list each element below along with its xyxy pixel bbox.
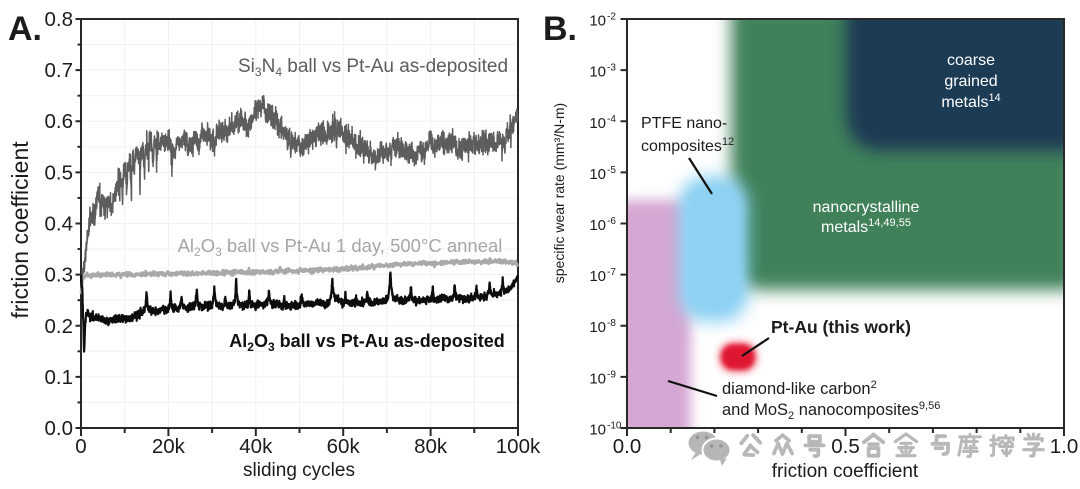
svg-text:10: 10 [589,115,606,132]
svg-text:-7: -7 [607,267,616,278]
svg-text:0.5: 0.5 [831,435,860,458]
svg-text:friction coefficient: friction coefficient [7,141,33,319]
svg-text:metals14,49,55: metals14,49,55 [821,217,911,236]
svg-text:10: 10 [589,370,606,387]
svg-text:0.6: 0.6 [45,110,74,133]
svg-text:Si3N4 ball vs Pt-Au as-deposit: Si3N4 ball vs Pt-Au as-deposited [238,56,508,79]
svg-text:sliding cycles: sliding cycles [243,460,355,481]
svg-text:PTFE nano-: PTFE nano- [641,115,727,132]
svg-text:0.7: 0.7 [45,59,74,82]
svg-text:10: 10 [589,422,606,439]
svg-text:0.2: 0.2 [45,315,74,338]
svg-text:-3: -3 [607,63,616,74]
svg-text:metals14: metals14 [941,92,1000,111]
svg-text:friction coefficient: friction coefficient [772,461,919,482]
svg-text:0.3: 0.3 [45,264,74,287]
svg-text:diamond-like carbon2: diamond-like carbon2 [722,379,877,398]
svg-text:10: 10 [589,166,606,183]
svg-text:20k: 20k [152,435,186,458]
svg-text:Pt-Au (this work): Pt-Au (this work) [771,317,911,337]
svg-text:-2: -2 [607,12,616,23]
svg-text:-4: -4 [607,114,616,125]
svg-text:B.: B. [543,10,577,48]
svg-text:A.: A. [8,10,42,48]
svg-text:and MoS2 nanocomposites9,56: and MoS2 nanocomposites9,56 [722,400,940,422]
svg-text:10: 10 [589,319,606,336]
svg-text:10: 10 [589,268,606,285]
svg-text:-10: -10 [607,421,622,432]
svg-text:60k: 60k [327,435,361,458]
svg-text:0: 0 [75,435,86,458]
svg-text:-8: -8 [607,318,616,329]
svg-text:-9: -9 [607,369,616,380]
svg-text:10: 10 [589,13,606,30]
svg-text:-5: -5 [607,165,616,176]
svg-text:grained: grained [944,73,997,90]
svg-text:100k: 100k [496,435,541,458]
svg-text:nanocrystalline: nanocrystalline [813,199,920,216]
svg-text:0.0: 0.0 [613,435,642,458]
svg-text:coarse: coarse [947,52,995,69]
svg-text:10: 10 [589,64,606,81]
svg-text:0.4: 0.4 [45,213,74,236]
svg-text:10: 10 [589,217,606,234]
svg-text:composites12: composites12 [641,136,734,155]
svg-text:1.0: 1.0 [1050,435,1079,458]
svg-text:Al2O3 ball vs Pt-Au as-deposit: Al2O3 ball vs Pt-Au as-deposited [229,331,504,354]
svg-text:0.1: 0.1 [45,366,74,389]
svg-text:-6: -6 [607,216,616,227]
svg-text:Al2O3 ball vs Pt-Au 1 day, 500: Al2O3 ball vs Pt-Au 1 day, 500°C anneal [178,235,503,259]
svg-text:0.0: 0.0 [45,417,74,440]
svg-text:40k: 40k [239,435,273,458]
svg-text:specific wear rate (mm³/N-m): specific wear rate (mm³/N-m) [551,103,567,283]
svg-text:80k: 80k [414,435,448,458]
svg-text:0.8: 0.8 [45,8,74,31]
svg-text:0.5: 0.5 [45,161,74,184]
